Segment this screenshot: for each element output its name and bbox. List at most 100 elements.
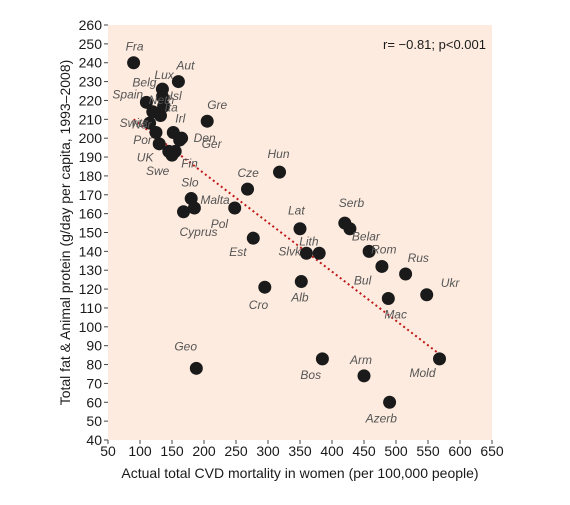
data-points bbox=[127, 56, 447, 409]
point-label-alb: Alb bbox=[290, 291, 309, 305]
point-label-fin: Fin bbox=[181, 156, 198, 170]
x-tick-label: 550 bbox=[416, 443, 440, 459]
point-label-lith: Lith bbox=[299, 234, 319, 248]
data-point-mac bbox=[381, 292, 395, 306]
data-point-pol bbox=[228, 201, 242, 215]
y-tick-label: 250 bbox=[79, 36, 103, 52]
data-point-ger bbox=[175, 131, 189, 145]
point-label-fra: Fra bbox=[126, 40, 144, 54]
data-point-aut bbox=[171, 75, 185, 89]
data-point-mold bbox=[433, 352, 447, 366]
y-tick-label: 210 bbox=[79, 111, 103, 127]
y-tick-label: 80 bbox=[86, 357, 102, 373]
x-tick-label: 600 bbox=[448, 443, 472, 459]
point-label-bul: Bul bbox=[354, 273, 372, 287]
data-point-rom bbox=[362, 244, 376, 258]
data-point-spain bbox=[139, 95, 153, 109]
point-label-pol: Pol bbox=[211, 217, 229, 231]
y-axis-title: Total fat & Animal protein (g/day per ca… bbox=[57, 60, 73, 406]
data-point-bul bbox=[375, 259, 389, 273]
data-point-hun bbox=[273, 165, 287, 179]
x-tick-label: 200 bbox=[192, 443, 216, 459]
point-label-spain: Spain bbox=[112, 87, 143, 101]
point-label-lux: Lux bbox=[154, 68, 174, 82]
point-label-belg: Belg bbox=[132, 76, 156, 90]
point-label-mac: Mac bbox=[384, 308, 407, 322]
data-point-gre bbox=[200, 114, 214, 128]
y-tick-label: 100 bbox=[79, 319, 103, 335]
x-tick-label: 250 bbox=[224, 443, 248, 459]
point-label-lat: Lat bbox=[288, 204, 305, 218]
data-point-alb bbox=[294, 275, 308, 289]
x-axis-title: Actual total CVD mortality in women (per… bbox=[121, 465, 478, 481]
point-label-malta: Malta bbox=[200, 193, 230, 207]
y-axis-ticks: 40 50 60 70 80 90 100 110 120 130 140 150 160 170 180 1… bbox=[79, 17, 108, 448]
point-label-swe: Swe bbox=[146, 164, 170, 178]
x-axis-ticks: 50 100 150 200 250 300 350 400 450 500 550 600 650 bbox=[100, 440, 504, 459]
y-tick-label: 70 bbox=[86, 375, 102, 391]
point-label-den: Den bbox=[194, 131, 216, 145]
y-tick-label: 180 bbox=[79, 168, 103, 184]
y-tick-label: 150 bbox=[79, 225, 103, 241]
point-label-uk: UK bbox=[137, 150, 155, 164]
data-point-swe bbox=[165, 148, 179, 162]
x-tick-label: 350 bbox=[288, 443, 312, 459]
y-tick-label: 240 bbox=[79, 55, 103, 71]
y-tick-label: 120 bbox=[79, 281, 103, 297]
data-point-por bbox=[152, 137, 166, 151]
point-label-arm: Arm bbox=[349, 353, 372, 367]
point-label-slo: Slo bbox=[181, 176, 199, 190]
point-label-cze: Cze bbox=[238, 166, 260, 180]
x-tick-label: 300 bbox=[256, 443, 280, 459]
point-label-est: Est bbox=[229, 245, 247, 259]
y-tick-label: 230 bbox=[79, 74, 103, 90]
y-tick-label: 160 bbox=[79, 206, 103, 222]
point-label-nor: Nor bbox=[132, 118, 152, 132]
data-point-fra bbox=[127, 56, 141, 70]
data-point-est bbox=[246, 231, 260, 245]
point-label-cyprus: Cyprus bbox=[180, 225, 218, 239]
point-label-ger: Ger bbox=[202, 137, 223, 151]
data-point-bos bbox=[315, 352, 329, 366]
y-tick-label: 260 bbox=[79, 17, 103, 33]
y-tick-label: 60 bbox=[86, 394, 102, 410]
x-tick-label: 150 bbox=[160, 443, 184, 459]
x-tick-label: 50 bbox=[100, 443, 116, 459]
y-tick-label: 140 bbox=[79, 243, 103, 259]
data-point-geo bbox=[189, 361, 203, 375]
point-label-mold: Mold bbox=[410, 366, 436, 380]
point-label-cro: Cro bbox=[249, 298, 269, 312]
y-tick-label: 200 bbox=[79, 130, 103, 146]
point-label-isl: Isl bbox=[170, 89, 182, 103]
data-point-lat bbox=[293, 222, 307, 236]
y-tick-label: 130 bbox=[79, 262, 103, 278]
point-label-slvk: Slvk bbox=[278, 244, 302, 258]
point-label-ukr: Ukr bbox=[441, 276, 461, 290]
point-label-belar: Belar bbox=[352, 230, 381, 244]
data-point-cro bbox=[258, 280, 272, 294]
data-point-ukr bbox=[420, 288, 434, 302]
point-label-rom: Rom bbox=[371, 242, 396, 256]
point-label-irl: Irl bbox=[175, 112, 185, 126]
y-tick-label: 190 bbox=[79, 149, 103, 165]
point-label-switz: Switz bbox=[120, 116, 149, 130]
point-label-ita: Ita bbox=[164, 101, 178, 115]
point-label-aut: Aut bbox=[175, 59, 195, 73]
point-label-serb: Serb bbox=[339, 196, 365, 210]
y-tick-label: 40 bbox=[86, 432, 102, 448]
point-label-gre: Gre bbox=[207, 98, 227, 112]
x-tick-label: 100 bbox=[128, 443, 152, 459]
x-tick-label: 400 bbox=[320, 443, 344, 459]
y-tick-label: 90 bbox=[86, 338, 102, 354]
data-point-lith bbox=[312, 246, 326, 260]
point-label-hun: Hun bbox=[268, 147, 290, 161]
correlation-annotation: r= −0.81; p<0.001 bbox=[383, 37, 486, 52]
data-point-belar bbox=[343, 222, 357, 236]
x-tick-label: 450 bbox=[352, 443, 376, 459]
point-label-geo: Geo bbox=[174, 339, 197, 353]
x-tick-label: 650 bbox=[480, 443, 504, 459]
point-label-neth: Neth bbox=[149, 93, 175, 107]
data-point-arm bbox=[357, 369, 371, 383]
